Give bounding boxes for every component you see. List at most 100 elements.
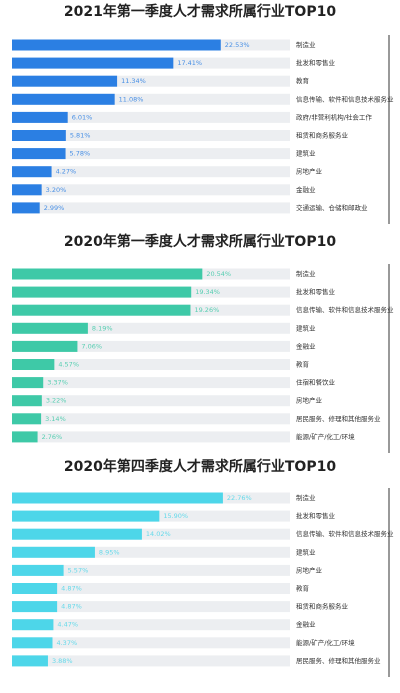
bar — [12, 583, 58, 594]
value-label: 3.88% — [52, 657, 73, 665]
category-label: 信息传输、软件和信息技术服务业 — [296, 94, 394, 103]
bar — [12, 492, 223, 504]
bar-track — [12, 322, 290, 334]
bar — [12, 57, 174, 69]
bar — [12, 184, 42, 196]
bar-track — [12, 130, 290, 141]
value-label: 8.19% — [92, 324, 113, 332]
bar — [12, 601, 58, 613]
bar — [12, 619, 54, 631]
bar-track — [12, 413, 290, 425]
value-label: 19.34% — [195, 288, 220, 296]
bar-track — [12, 184, 290, 196]
category-label: 制造业 — [296, 40, 316, 49]
category-label: 房地产业 — [296, 167, 323, 176]
bar — [12, 637, 53, 649]
category-label: 居民服务、修理和其他服务业 — [296, 656, 381, 665]
bar — [12, 546, 95, 558]
category-label: 教育 — [296, 76, 310, 85]
bar — [12, 304, 191, 316]
bar-track — [12, 583, 290, 594]
value-label: 22.53% — [225, 41, 250, 49]
chart-title: 2020年第四季度人才需求所属行业TOP10 — [64, 458, 336, 475]
value-label: 19.26% — [194, 306, 219, 314]
bar — [12, 528, 142, 540]
value-label: 4.27% — [56, 168, 77, 176]
category-label: 租赁和商务服务业 — [296, 602, 349, 611]
category-label: 批发和零售业 — [296, 511, 336, 520]
bar-track — [12, 377, 290, 389]
bar-track — [12, 340, 290, 352]
value-label: 7.06% — [81, 342, 102, 350]
value-label: 3.20% — [46, 186, 67, 194]
bar — [12, 39, 221, 51]
value-label: 11.34% — [121, 77, 146, 85]
bar-track — [12, 601, 290, 613]
value-label: 5.78% — [70, 150, 91, 158]
bar-track — [12, 148, 290, 160]
category-label: 能源/矿产/化工/环境 — [296, 432, 355, 441]
bar — [12, 111, 68, 123]
category-label: 教育 — [296, 360, 310, 369]
bar-track — [12, 359, 290, 370]
bar — [12, 75, 118, 87]
bar — [12, 93, 115, 105]
bar — [12, 286, 192, 298]
category-label: 金融业 — [296, 620, 316, 629]
chart-title: 2020年第一季度人才需求所属行业TOP10 — [64, 233, 336, 250]
bar — [12, 655, 48, 667]
category-label: 信息传输、软件和信息技术服务业 — [296, 529, 394, 538]
bar — [12, 268, 203, 280]
value-label: 22.76% — [227, 494, 252, 502]
bar — [12, 148, 66, 160]
bar — [12, 431, 38, 443]
value-label: 5.57% — [68, 566, 89, 574]
category-label: 房地产业 — [296, 396, 323, 405]
bar — [12, 322, 88, 334]
bar-track — [12, 546, 290, 558]
value-label: 4.47% — [57, 621, 78, 629]
value-label: 2.76% — [42, 433, 63, 441]
value-label: 4.37% — [56, 639, 77, 647]
category-label: 金融业 — [296, 185, 316, 194]
bar — [12, 166, 52, 178]
value-label: 2.99% — [44, 204, 65, 212]
category-label: 教育 — [296, 584, 310, 593]
bar — [12, 359, 55, 370]
bar — [12, 340, 78, 352]
chart-title: 2021年第一季度人才需求所属行业TOP10 — [64, 3, 336, 20]
value-label: 17.41% — [177, 59, 202, 67]
value-label: 4.57% — [58, 361, 79, 369]
bar — [12, 395, 42, 407]
category-label: 制造业 — [296, 493, 316, 502]
bar-track — [12, 431, 290, 443]
category-label: 信息传输、软件和信息技术服务业 — [296, 305, 394, 314]
value-label: 11.08% — [119, 95, 144, 103]
bar — [12, 202, 40, 214]
bar-track — [12, 564, 290, 576]
category-label: 政府/非营利机构/社会工作 — [296, 112, 372, 121]
category-label: 批发和零售业 — [296, 58, 336, 67]
bar — [12, 564, 64, 576]
bar-track — [12, 111, 290, 123]
bar-track — [12, 166, 290, 178]
value-label: 8.95% — [99, 548, 120, 556]
value-label: 3.14% — [45, 415, 66, 423]
category-label: 制造业 — [296, 269, 316, 278]
category-label: 交通运输、仓储和邮政业 — [296, 203, 368, 212]
category-label: 住宿和餐饮业 — [296, 378, 336, 387]
category-label: 租赁和商务服务业 — [296, 131, 349, 140]
bar — [12, 413, 42, 425]
bar-track — [12, 202, 290, 214]
value-label: 4.87% — [61, 603, 82, 611]
bar-track — [12, 528, 290, 540]
bar — [12, 510, 160, 522]
bar-track — [12, 395, 290, 407]
category-label: 建筑业 — [296, 547, 316, 556]
value-label: 3.22% — [46, 397, 67, 405]
value-label: 5.81% — [70, 132, 91, 140]
value-label: 3.37% — [47, 379, 68, 387]
bar — [12, 130, 66, 141]
category-label: 金融业 — [296, 341, 316, 350]
